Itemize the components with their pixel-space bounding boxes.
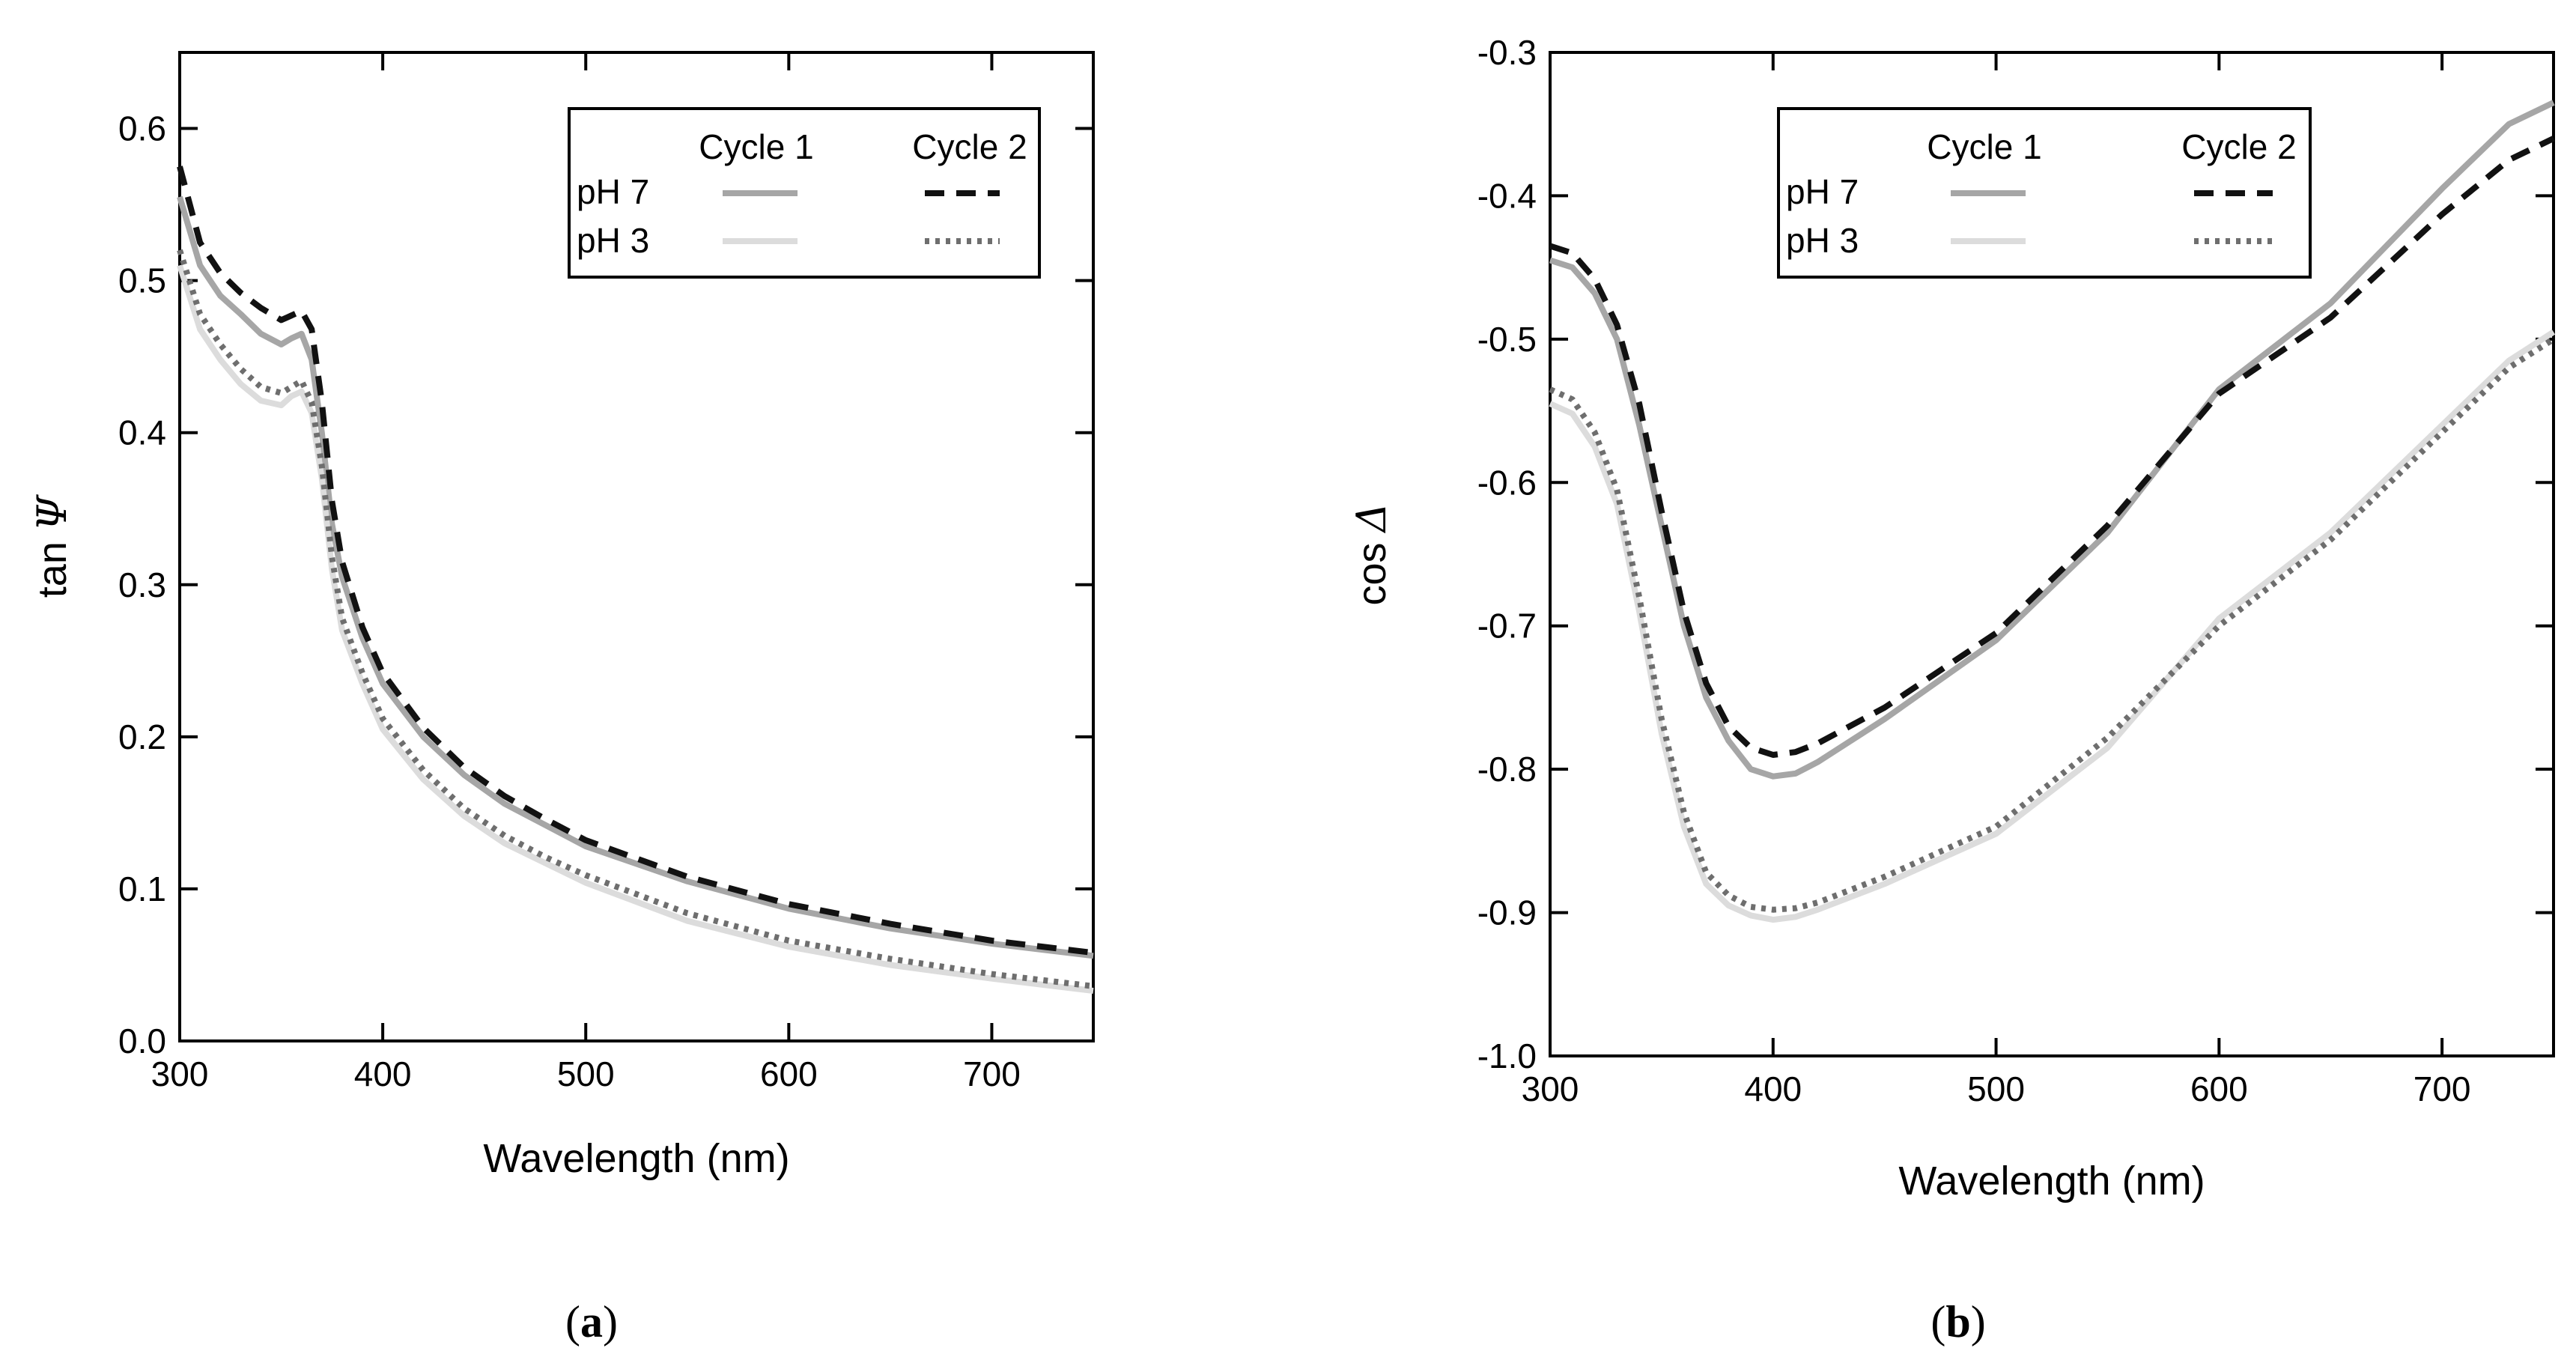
legend-row-label-ph3: pH 3 — [1786, 221, 1859, 260]
y-axis-title: tan Ψ — [28, 494, 76, 598]
tick-labels: 300 400 500 600 700 0.0 0.1 0.2 0.3 0.4 0.5 0.6 — [118, 109, 1021, 1093]
x-tick-label: 300 — [151, 1054, 209, 1093]
y-axis-title-text: cos — [1349, 542, 1394, 605]
y-tick-label: -0.3 — [1477, 33, 1537, 72]
y-tick-label: -0.4 — [1477, 176, 1537, 215]
plot-frame — [1549, 51, 2555, 1057]
panel-b: 300 400 500 600 700 -1.0 -0.9 -0.8 -0.7 -0.6 -0.5 -… — [1348, 33, 2556, 1347]
y-tick-label: 0.5 — [118, 261, 166, 300]
x-axis-title: Wavelength (nm) — [1898, 1159, 2205, 1203]
y-axis-title-text: tan — [30, 541, 75, 598]
x-tick-label: 400 — [1744, 1069, 1802, 1108]
x-tick-label: 600 — [2190, 1069, 2248, 1108]
y-tick-label: -0.5 — [1477, 320, 1537, 359]
legend-col-header-cycle1: Cycle 1 — [699, 127, 813, 166]
legend: Cycle 1 Cycle 2 pH 7 pH 3 — [1777, 107, 2312, 279]
y-tick-label: -1.0 — [1477, 1036, 1537, 1075]
y-tick-label: 0.6 — [118, 109, 166, 148]
y-tick-label: -0.6 — [1477, 463, 1537, 502]
legend-box — [1777, 107, 2312, 279]
series-line-ph-7-cycle-1 — [177, 195, 1094, 959]
y-axis-title: cos Δ — [1348, 503, 1395, 605]
legend-col-header-cycle2: Cycle 2 — [912, 127, 1027, 166]
y-axis-title-symbol: Δ — [1348, 503, 1395, 533]
legend-col-header-cycle1: Cycle 1 — [1927, 127, 2041, 166]
y-tick-label: 0.3 — [118, 565, 166, 604]
legend-row-label-ph7: pH 7 — [1786, 172, 1859, 211]
legend-row-label-ph3: pH 3 — [577, 221, 649, 260]
x-tick-label: 600 — [760, 1054, 818, 1093]
y-tick-label: 0.2 — [118, 717, 166, 756]
series-layer — [177, 166, 1094, 994]
panel-label-b: (b) — [1931, 1297, 1985, 1347]
y-axis-title-symbol: Ψ — [28, 494, 76, 531]
x-tick-label: 700 — [963, 1054, 1021, 1093]
y-tick-label: -0.8 — [1477, 750, 1537, 789]
series-line-ph-3-cycle-1 — [1549, 329, 2556, 923]
series-line-ph-7-cycle-2 — [1549, 136, 2555, 758]
panel-label-a: (a) — [565, 1297, 618, 1347]
series-layer — [1549, 100, 2556, 923]
y-tick-label: -0.7 — [1477, 607, 1537, 646]
panel-a: 300 400 500 600 700 0.0 0.1 0.2 0.3 0.4 0.5 0.6 Cyc… — [28, 51, 1095, 1347]
panel-label-a-letter: a — [580, 1297, 603, 1347]
series-line-ph-3-cycle-2 — [1549, 336, 2556, 913]
series-line-ph-3-cycle-1 — [177, 264, 1094, 994]
legend-col-header-cycle2: Cycle 2 — [2181, 127, 2296, 166]
x-tick-label: 300 — [1522, 1069, 1579, 1108]
y-tick-label: 0.1 — [118, 869, 166, 908]
plot-frame — [178, 51, 1095, 1042]
panel-label-b-letter: b — [1945, 1297, 1970, 1347]
x-tick-label: 700 — [2414, 1069, 2471, 1108]
x-tick-label: 500 — [1967, 1069, 2025, 1108]
y-tick-label: 0.0 — [118, 1022, 166, 1060]
series-line-ph-3-cycle-2 — [177, 249, 1094, 989]
y-tick-label: 0.4 — [118, 413, 166, 452]
x-tick-label: 400 — [354, 1054, 412, 1093]
y-tick-label: -0.9 — [1477, 893, 1537, 932]
series-line-ph-7-cycle-2 — [177, 166, 1094, 956]
legend-row-label-ph7: pH 7 — [577, 172, 649, 211]
series-line-ph-7-cycle-1 — [1549, 100, 2555, 780]
legend: Cycle 1 Cycle 2 pH 7 pH 3 — [568, 107, 1041, 279]
ticks — [1549, 51, 2554, 1057]
tick-labels: 300 400 500 600 700 -1.0 -0.9 -0.8 -0.7 -0.6 -0.5 -… — [1477, 33, 2471, 1108]
x-axis-title: Wavelength (nm) — [483, 1136, 789, 1181]
x-tick-label: 500 — [557, 1054, 615, 1093]
